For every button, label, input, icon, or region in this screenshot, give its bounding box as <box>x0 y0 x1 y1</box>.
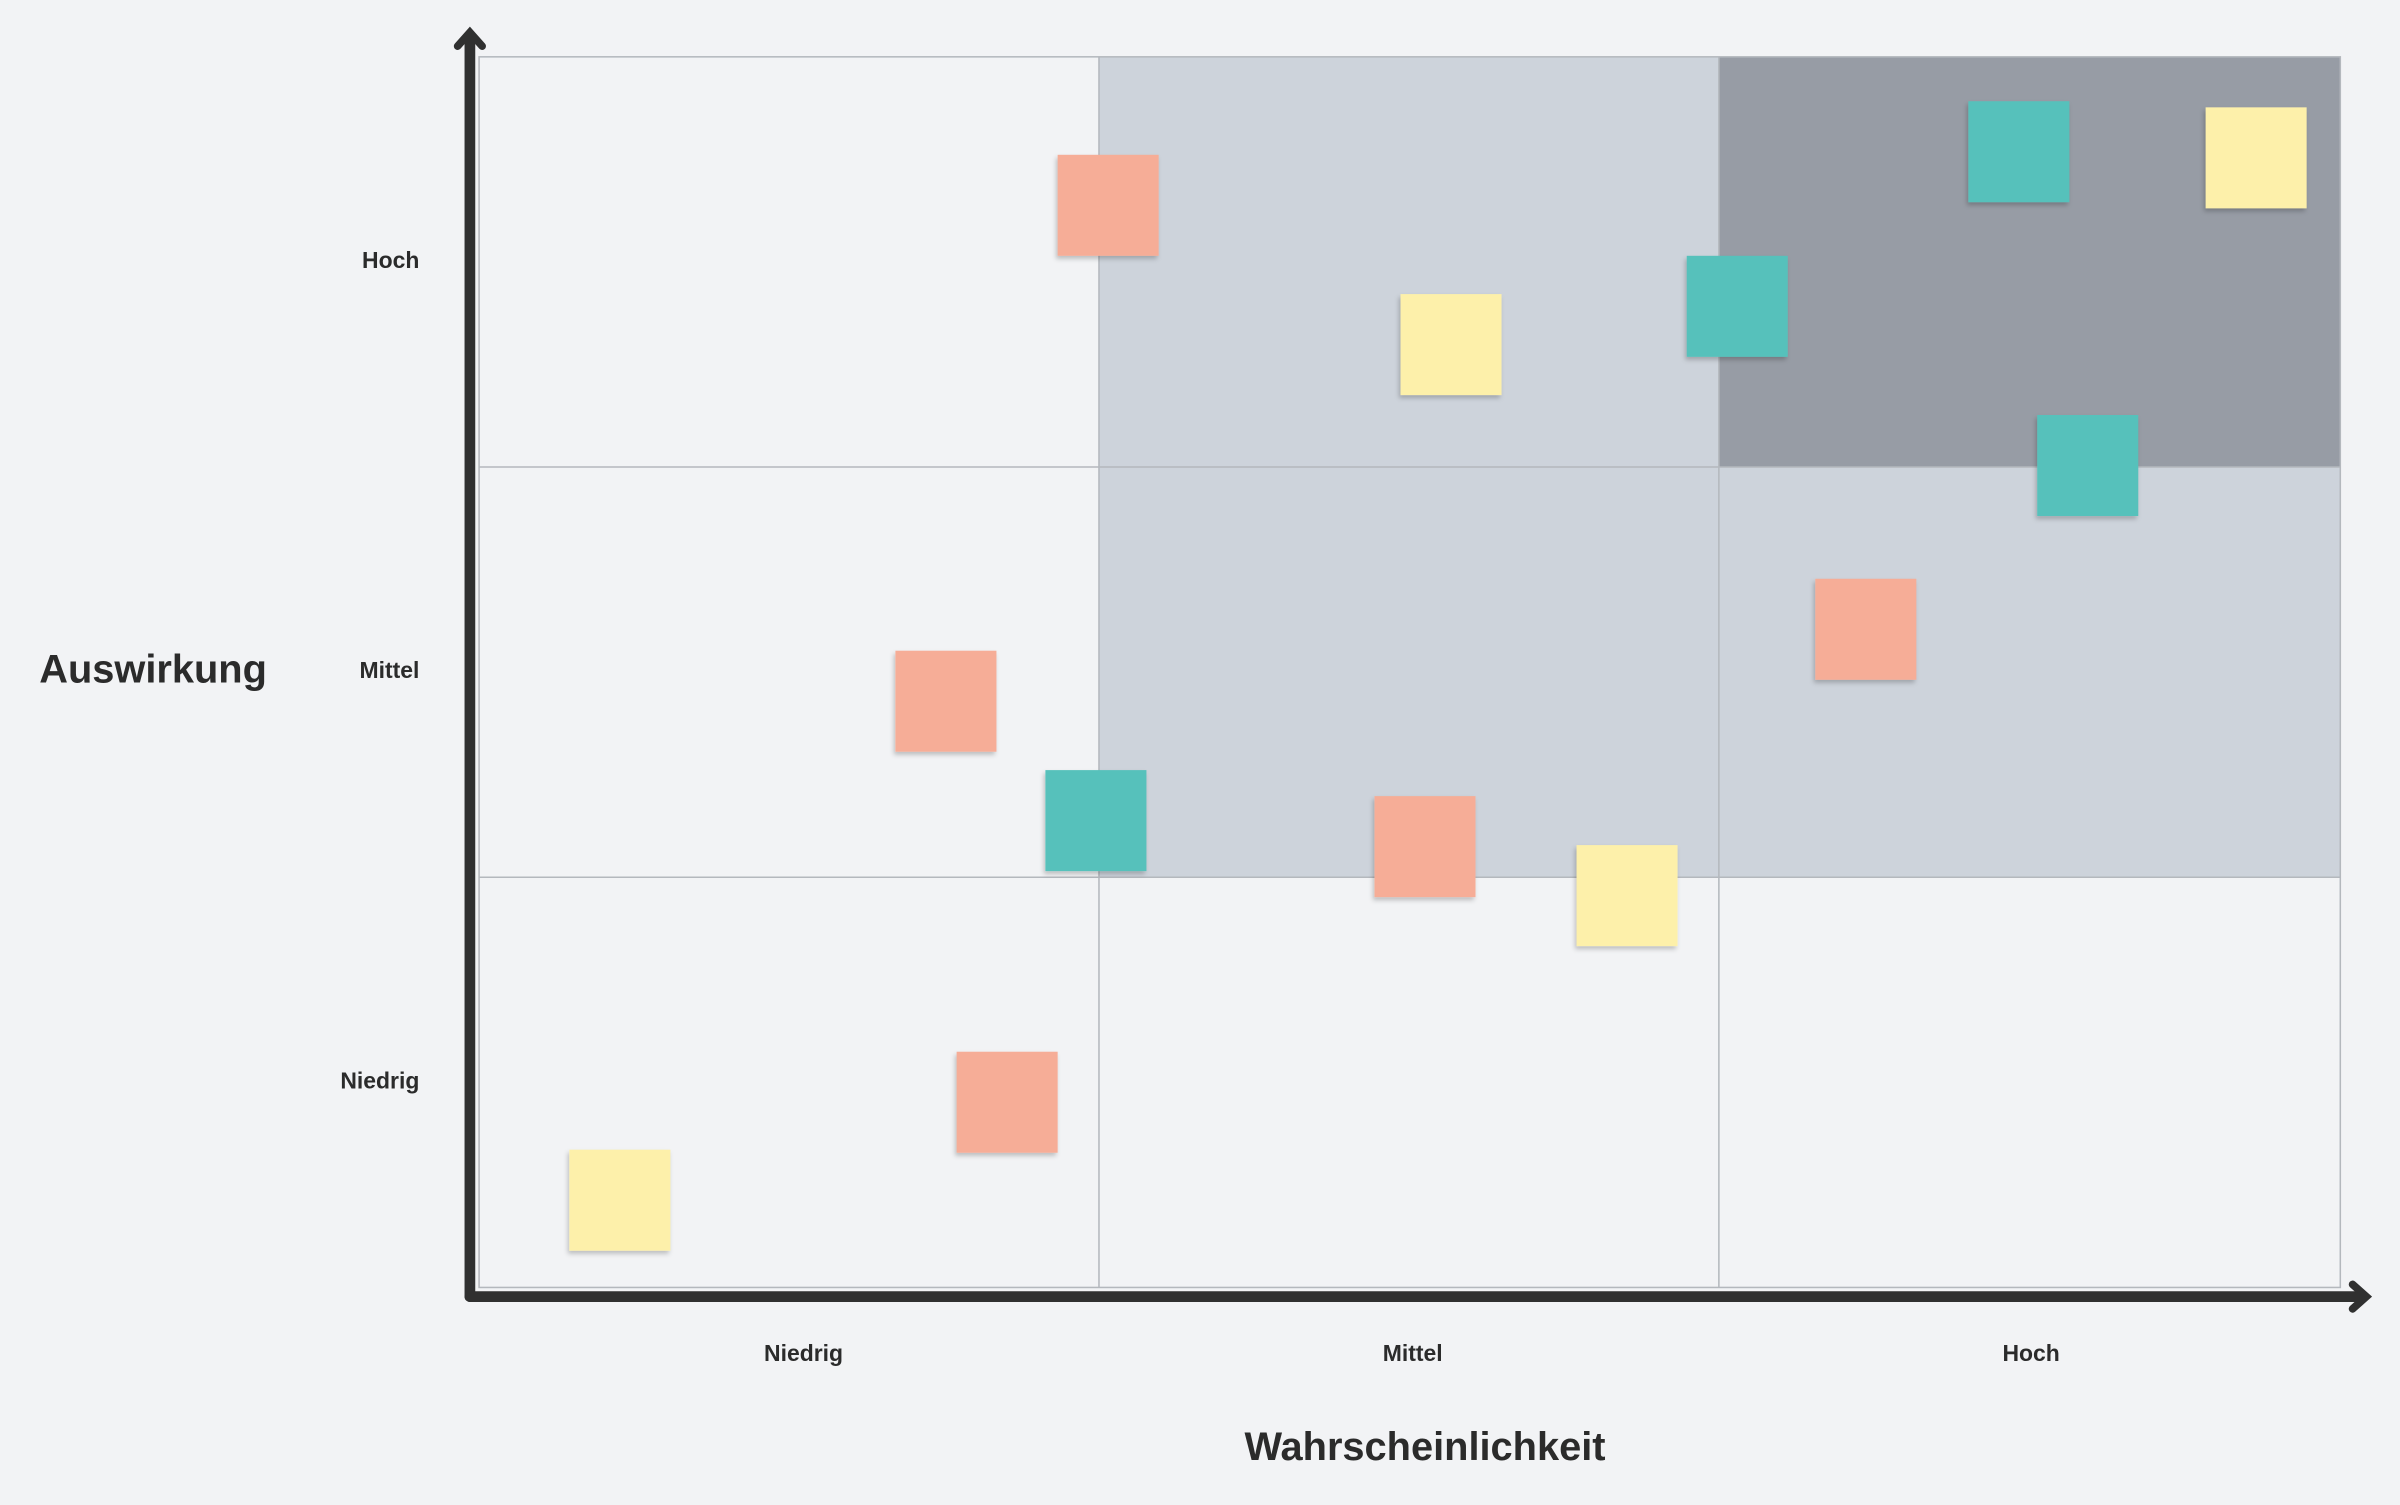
x-axis-title: Wahrscheinlichkeit <box>1244 1425 1605 1469</box>
y-label: Mittel <box>359 657 419 683</box>
sticky-note[interactable] <box>895 650 997 752</box>
sticky-note[interactable] <box>956 1051 1058 1153</box>
sticky-note[interactable] <box>1400 294 1502 396</box>
x-label: Hoch <box>2002 1340 2059 1366</box>
sticky-note[interactable] <box>1045 770 1147 872</box>
sticky-note[interactable] <box>1686 255 1788 357</box>
x-label: Mittel <box>1383 1340 1443 1366</box>
x-label: Niedrig <box>764 1340 843 1366</box>
sticky-note[interactable] <box>569 1149 671 1251</box>
cell-medium <box>1718 467 2341 878</box>
sticky-note[interactable] <box>1968 101 2070 203</box>
sticky-note[interactable] <box>1815 578 1917 680</box>
y-label: Hoch <box>362 247 419 273</box>
sticky-note[interactable] <box>2037 415 2139 517</box>
sticky-notes <box>569 101 2307 1251</box>
sticky-note[interactable] <box>1057 154 1159 256</box>
sticky-note[interactable] <box>1374 796 1476 898</box>
axes <box>453 26 2373 1313</box>
sticky-note[interactable] <box>1576 845 1678 947</box>
y-axis-title: Auswirkung <box>39 648 267 692</box>
sticky-note[interactable] <box>2205 107 2307 209</box>
cell-medium <box>1098 56 1719 468</box>
y-label: Niedrig <box>340 1067 419 1093</box>
